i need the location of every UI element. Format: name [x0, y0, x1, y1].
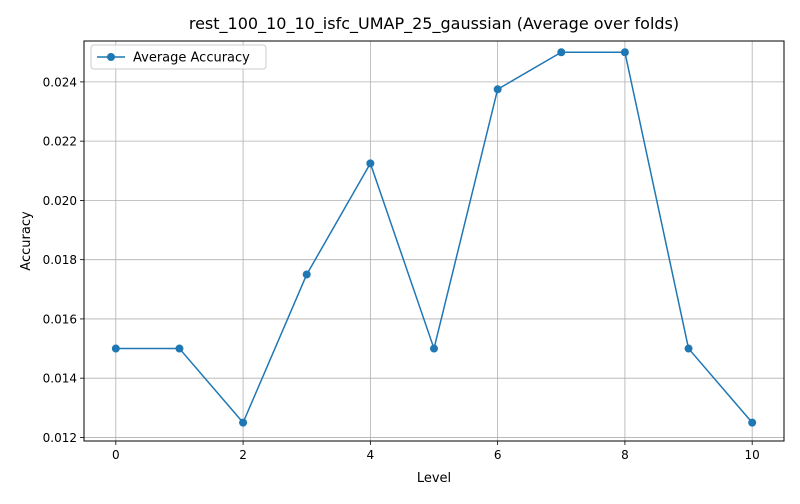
legend-box	[90, 44, 267, 70]
y-tick-label: 0.018	[43, 253, 77, 267]
x-tick-label: 10	[745, 448, 760, 462]
y-axis-label: Accuracy	[19, 211, 34, 271]
legend-label: Average Accuracy	[133, 51, 250, 66]
y-tick-label: 0.024	[43, 75, 77, 89]
x-tick-label: 4	[367, 448, 375, 462]
axis-ticks: 0 2 4 6 8 10 0.012 0.014 0.016 0.018 0.020 0.022 0.0…	[43, 75, 760, 462]
data-point	[557, 48, 566, 57]
x-tick-label: 6	[494, 448, 502, 462]
data-point	[175, 344, 184, 353]
x-tick-label: 2	[239, 448, 247, 462]
grid	[84, 41, 784, 441]
series-line	[115, 51, 753, 424]
y-tick-label: 0.016	[43, 312, 77, 326]
data-point	[620, 48, 629, 57]
y-tick-label: 0.014	[43, 372, 77, 386]
data-point	[302, 270, 311, 279]
legend-marker-swatch	[107, 53, 115, 61]
y-tick-label: 0.022	[43, 135, 77, 149]
data-point	[748, 418, 757, 427]
data-point	[239, 418, 248, 427]
data-point	[111, 344, 120, 353]
data-point	[493, 85, 502, 94]
x-axis-label: Level	[417, 471, 451, 486]
series-layer	[111, 48, 757, 427]
legend: Average Accuracy	[90, 44, 267, 70]
data-point	[430, 344, 438, 353]
plot-frame	[83, 40, 785, 442]
y-tick-label: 0.020	[43, 194, 77, 208]
x-tick-label: 8	[621, 448, 629, 462]
x-tick-label: 0	[112, 448, 120, 462]
data-point	[366, 159, 375, 168]
y-tick-label: 0.012	[43, 431, 77, 445]
chart-title: rest_100_10_10_isfc_UMAP_25_gaussian (Av…	[189, 14, 679, 34]
data-point	[684, 344, 693, 353]
